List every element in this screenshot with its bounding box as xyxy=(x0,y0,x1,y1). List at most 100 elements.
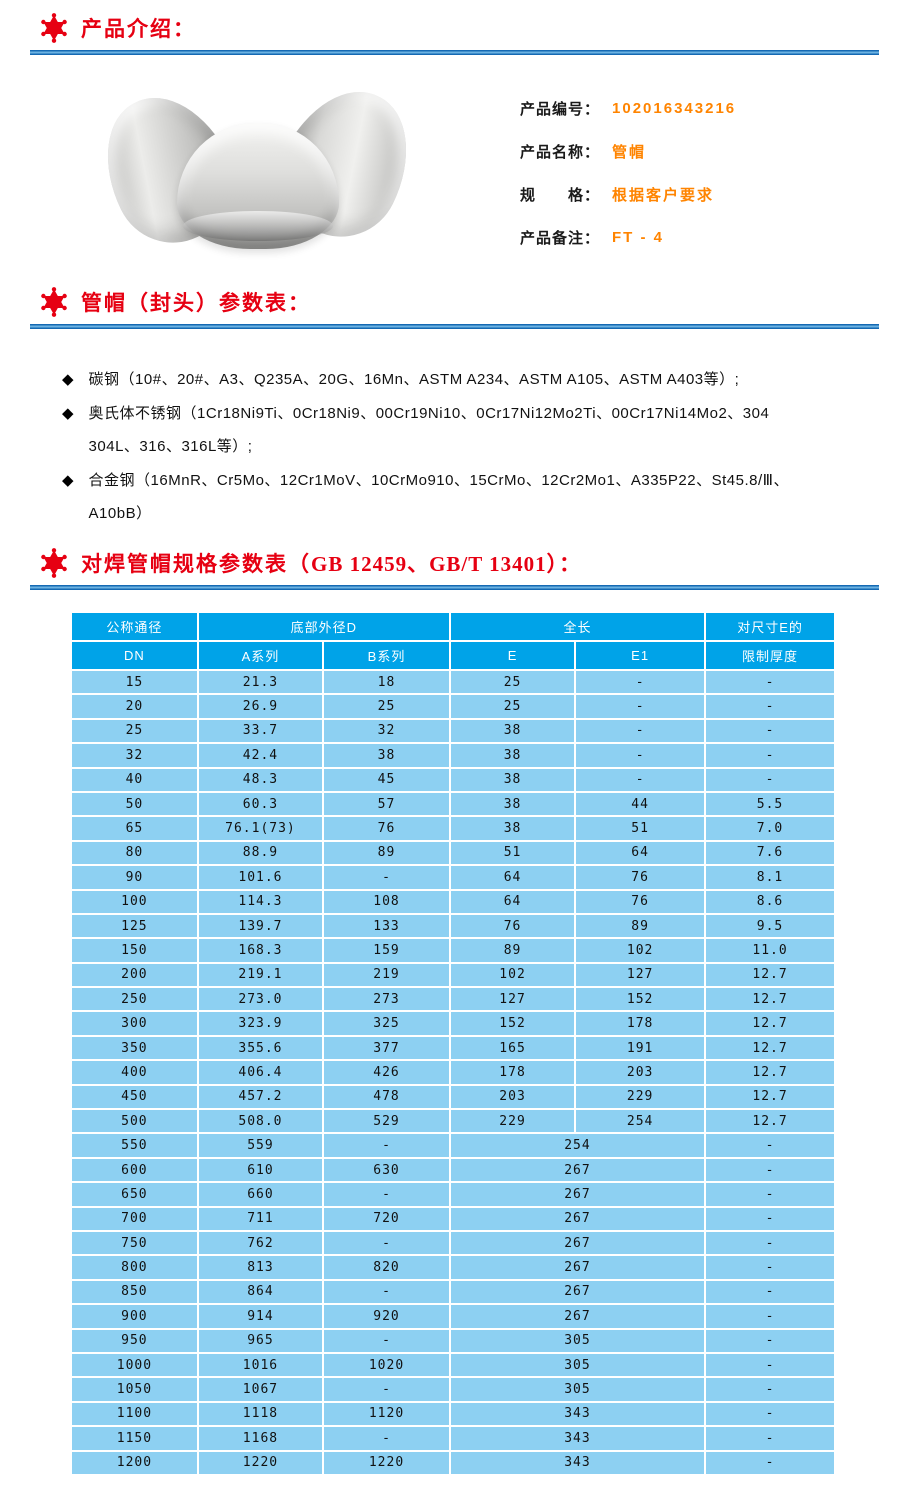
cell-limit-thickness: - xyxy=(704,1229,836,1257)
material-text-line: A10bB） xyxy=(88,505,152,522)
product-field: 产品编号： 102016343216 xyxy=(520,87,736,130)
cell-series-b: 630 xyxy=(322,1156,451,1184)
table-row: 750 762-267- xyxy=(70,1229,836,1257)
cell-series-a: 813 xyxy=(196,1254,325,1281)
cell-series-b: 76 xyxy=(322,815,451,842)
cell-series-b: 18 xyxy=(322,668,451,696)
cell-e-merged: 343 xyxy=(448,1400,707,1428)
section-divider xyxy=(30,50,879,55)
cell-e1: 44 xyxy=(574,790,707,818)
cell-series-b: - xyxy=(322,1278,451,1306)
cell-e1: 203 xyxy=(574,1059,707,1086)
cell-limit-thickness: - xyxy=(704,717,836,745)
cell-limit-thickness: - xyxy=(704,1205,836,1233)
cell-series-a: 101.6 xyxy=(196,864,325,891)
cell-dn: 1100 xyxy=(70,1400,199,1428)
cell-series-a: 914 xyxy=(196,1303,325,1330)
cell-series-b: 325 xyxy=(322,1010,451,1037)
cell-e: 64 xyxy=(448,888,577,915)
cell-limit-thickness: 9.5 xyxy=(704,912,836,940)
spec-title-prefix: 对焊管帽规格参数表（ xyxy=(81,553,311,576)
cell-dn: 1150 xyxy=(70,1425,199,1452)
cell-series-a: 42.4 xyxy=(196,742,325,769)
material-text: 奥氏体不锈钢（1Cr18Ni9Ti、0Cr18Ni9、00Cr19Ni10、0C… xyxy=(89,397,770,463)
cell-series-b: 219 xyxy=(322,961,451,989)
diamond-bullet-icon: ◆ xyxy=(62,405,74,422)
spec-table: 公称通径 底部外径D 全长 对尺寸E的 DN A系列 B系列 E E1 限制厚度 15 21.3 18… xyxy=(70,611,836,1476)
cell-e: 178 xyxy=(448,1059,577,1086)
section-title-spec: 对焊管帽规格参数表（GB 12459、GB/T 13401）： xyxy=(81,548,582,578)
table-row: 450 457.2 478 203 229 12.7 xyxy=(70,1083,836,1111)
cell-dn: 125 xyxy=(70,912,199,940)
header-limit-top: 对尺寸E的 xyxy=(704,611,836,642)
section-title-intro: 产品介绍： xyxy=(81,18,196,41)
cell-series-a: 508.0 xyxy=(196,1108,325,1135)
cell-limit-thickness: - xyxy=(704,1400,836,1428)
cell-series-a: 219.1 xyxy=(196,961,325,989)
product-field-label: 产品名称： xyxy=(520,144,601,161)
cell-dn: 250 xyxy=(70,986,199,1013)
product-field: 规 格： 根据客户要求 xyxy=(520,173,736,216)
cell-dn: 25 xyxy=(70,717,199,745)
cell-limit-thickness: 12.7 xyxy=(704,1010,836,1037)
pipe-cap-center-image xyxy=(177,123,339,249)
header-length-group: 全长 xyxy=(448,611,707,642)
table-row: 900 914 920 267- xyxy=(70,1303,836,1330)
cell-limit-thickness: 12.7 xyxy=(704,1059,836,1086)
cell-dn: 90 xyxy=(70,864,199,891)
header-series-b: B系列 xyxy=(322,640,451,671)
cell-e: 38 xyxy=(448,815,577,842)
table-row: 1200 1220 1220 343- xyxy=(70,1449,836,1476)
table-row: 950 965-305- xyxy=(70,1327,836,1354)
cell-limit-thickness: 7.6 xyxy=(704,839,836,867)
material-item: ◆ 奥氏体不锈钢（1Cr18Ni9Ti、0Cr18Ni9、00Cr19Ni10、0… xyxy=(62,397,879,463)
cell-limit-thickness: - xyxy=(704,1132,836,1159)
cell-series-b: 273 xyxy=(322,986,451,1013)
cell-series-b: 820 xyxy=(322,1254,451,1281)
cell-limit-thickness: 8.6 xyxy=(704,888,836,915)
cell-e1: 191 xyxy=(574,1034,707,1062)
header-limit-bottom: 限制厚度 xyxy=(704,640,836,671)
header-e1: E1 xyxy=(574,640,707,671)
cell-e: 165 xyxy=(448,1034,577,1062)
cell-e-merged: 267 xyxy=(448,1156,707,1184)
cell-e-merged: 267 xyxy=(448,1229,707,1257)
cell-series-a: 60.3 xyxy=(196,790,325,818)
cell-e: 38 xyxy=(448,742,577,769)
cell-limit-thickness: - xyxy=(704,1351,836,1379)
cell-e1: 76 xyxy=(574,864,707,891)
cell-series-a: 864 xyxy=(196,1278,325,1306)
cell-e: 152 xyxy=(448,1010,577,1037)
material-text-line: 奥氏体不锈钢（1Cr18Ni9Ti、0Cr18Ni9、00Cr19Ni10、0C… xyxy=(88,405,770,422)
spec-header-row: DN A系列 B系列 E E1 限制厚度 xyxy=(70,640,836,671)
header-dn-top: 公称通径 xyxy=(70,611,199,642)
table-row: 400 406.4 426 178 203 12.7 xyxy=(70,1059,836,1086)
cell-series-a: 1067 xyxy=(196,1376,325,1403)
cell-e: 51 xyxy=(448,839,577,867)
cell-series-a: 762 xyxy=(196,1229,325,1257)
cell-e: 38 xyxy=(448,790,577,818)
cell-dn: 15 xyxy=(70,668,199,696)
cell-e1: 178 xyxy=(574,1010,707,1037)
cell-limit-thickness: - xyxy=(704,742,836,769)
table-row: 300 323.9 325 152 178 12.7 xyxy=(70,1010,836,1037)
table-row: 32 42.4 38 38- - xyxy=(70,742,836,769)
cell-limit-thickness: - xyxy=(704,766,836,793)
cell-dn: 450 xyxy=(70,1083,199,1111)
table-row: 550 559-254- xyxy=(70,1132,836,1159)
table-row: 15 21.3 18 25- - xyxy=(70,668,836,696)
cell-dn: 950 xyxy=(70,1327,199,1354)
cell-dn: 32 xyxy=(70,742,199,769)
cell-e1: 229 xyxy=(574,1083,707,1111)
table-row: 500 508.0 529 229 254 12.7 xyxy=(70,1108,836,1135)
spec-table-body: 15 21.3 18 25- -20 26.9 25 25- -25 33.7 32 38- -32 42… xyxy=(70,668,836,1476)
material-text: 碳钢（10#、20#、A3、Q235A、20G、16Mn、ASTM A234、A… xyxy=(89,363,740,396)
cell-series-b: 57 xyxy=(322,790,451,818)
product-info: 产品编号： 102016343216 产品名称： 管帽规 格： 根据客户要求 产品备注： F… xyxy=(520,83,736,263)
cell-limit-thickness: - xyxy=(704,693,836,720)
product-field-label: 产品编号： xyxy=(520,101,601,118)
cell-e1: - xyxy=(574,668,707,696)
cell-e1: 152 xyxy=(574,986,707,1013)
cell-series-b: - xyxy=(322,1425,451,1452)
cell-series-b: 159 xyxy=(322,937,451,964)
